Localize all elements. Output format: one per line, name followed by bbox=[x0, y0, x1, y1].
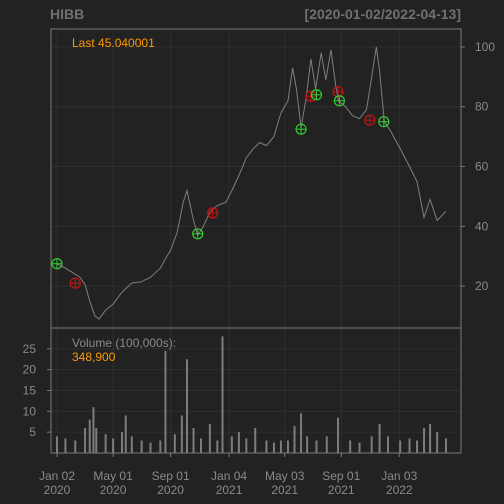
volume-bar bbox=[221, 336, 224, 453]
volume-bar bbox=[164, 350, 167, 453]
time-tick-label-year: 2020 bbox=[44, 483, 71, 497]
price-tick-label: 60 bbox=[475, 160, 489, 174]
volume-bar bbox=[124, 415, 127, 453]
time-tick-label-year: 2021 bbox=[328, 483, 355, 497]
volume-bar bbox=[237, 432, 240, 453]
last-price-label: Last 45.040001 bbox=[72, 36, 155, 50]
volume-axis: 5 10 15 20 25 bbox=[23, 342, 51, 439]
volume-title-label: Volume (100,000s): bbox=[72, 336, 176, 350]
volume-bar bbox=[286, 440, 289, 453]
volume-bar bbox=[88, 419, 91, 453]
sell-signal-marker bbox=[332, 86, 344, 98]
time-tick-label-year: 2022 bbox=[386, 483, 413, 497]
price-tick-label: 40 bbox=[475, 219, 489, 233]
time-tick-label-year: 2021 bbox=[271, 483, 298, 497]
volume-bar bbox=[92, 407, 95, 453]
buy-signal-marker bbox=[310, 89, 323, 101]
volume-bar bbox=[159, 440, 162, 453]
volume-bar bbox=[180, 415, 183, 453]
buy-signal-marker bbox=[51, 258, 63, 270]
volume-bar bbox=[112, 438, 115, 453]
volume-bar bbox=[272, 442, 275, 453]
price-gridlines bbox=[51, 46, 461, 287]
volume-bar bbox=[140, 440, 143, 453]
volume-bar bbox=[399, 440, 402, 453]
volume-bar bbox=[293, 425, 296, 453]
volume-bar bbox=[306, 436, 309, 453]
time-tick-label-date: Sep 01 bbox=[322, 469, 360, 483]
time-tick-label-date: May 03 bbox=[265, 469, 305, 483]
price-series-line bbox=[56, 46, 447, 320]
price-axis: 20 40 60 80 100 bbox=[461, 40, 495, 293]
volume-tick-label: 20 bbox=[23, 363, 37, 377]
volume-bar bbox=[358, 442, 361, 453]
sell-signal-marker bbox=[364, 114, 376, 126]
volume-bar bbox=[349, 440, 352, 453]
volume-bar bbox=[200, 438, 203, 453]
sell-signal-marker bbox=[69, 277, 81, 289]
volume-bar bbox=[325, 436, 328, 453]
volume-bar bbox=[192, 428, 195, 453]
volume-bar bbox=[423, 428, 426, 453]
time-gridlines bbox=[56, 29, 400, 453]
volume-bar bbox=[84, 428, 87, 453]
volume-bar bbox=[130, 436, 133, 453]
sell-signal-marker bbox=[207, 207, 219, 219]
price-tick-label: 20 bbox=[475, 279, 489, 293]
sell-signal-marker bbox=[305, 90, 317, 102]
volume-bar bbox=[370, 436, 373, 453]
volume-bar bbox=[149, 442, 152, 453]
volume-bar bbox=[104, 434, 107, 453]
volume-bar bbox=[378, 423, 381, 453]
volume-bar bbox=[315, 440, 318, 453]
volume-bar bbox=[245, 438, 248, 453]
buy-signal-marker bbox=[333, 95, 345, 107]
trade-signals bbox=[51, 86, 390, 289]
volume-bar bbox=[56, 436, 58, 453]
volume-bar bbox=[230, 436, 233, 453]
volume-bar bbox=[64, 438, 67, 453]
buy-signal-marker bbox=[295, 123, 307, 135]
volume-tick-label: 10 bbox=[23, 404, 37, 418]
time-tick-label-date: Jan 03 bbox=[381, 469, 417, 483]
volume-bar bbox=[408, 438, 411, 453]
volume-bar bbox=[300, 413, 303, 453]
volume-bar bbox=[254, 428, 257, 453]
volume-tick-label: 15 bbox=[23, 384, 37, 398]
volume-bar bbox=[265, 440, 268, 453]
volume-bar bbox=[279, 440, 282, 453]
time-tick-label-date: Jan 02 bbox=[39, 469, 75, 483]
time-tick-label-date: Jan 04 bbox=[211, 469, 247, 483]
time-tick-label-date: Sep 01 bbox=[152, 469, 190, 483]
chart-title-date-range: [2020-01-02/2022-04-13] bbox=[305, 6, 461, 22]
volume-tick-label: 25 bbox=[23, 342, 37, 356]
volume-bar bbox=[216, 440, 219, 453]
volume-bar bbox=[95, 428, 98, 453]
buy-signal-marker bbox=[378, 116, 390, 128]
volume-bar bbox=[387, 436, 390, 453]
price-tick-label: 100 bbox=[475, 40, 495, 54]
volume-bar bbox=[208, 423, 211, 453]
volume-tick-label: 5 bbox=[29, 425, 36, 439]
buy-signal-marker bbox=[192, 228, 204, 240]
time-tick-label-date: May 01 bbox=[93, 469, 133, 483]
volume-bar bbox=[120, 432, 123, 453]
volume-bar bbox=[173, 434, 176, 453]
volume-bar bbox=[336, 417, 339, 453]
time-tick-label-year: 2020 bbox=[100, 483, 127, 497]
volume-bar bbox=[429, 423, 432, 453]
volume-bar bbox=[185, 359, 188, 453]
volume-bar bbox=[416, 440, 419, 453]
price-tick-label: 80 bbox=[475, 100, 489, 114]
volume-bar bbox=[445, 438, 447, 453]
time-tick-label-year: 2021 bbox=[216, 483, 243, 497]
volume-bar bbox=[74, 440, 77, 453]
volume-bar bbox=[436, 432, 439, 453]
time-tick-label-year: 2020 bbox=[157, 483, 184, 497]
chart-title-symbol: HIBB bbox=[50, 6, 84, 22]
volume-last-label: 348,900 bbox=[72, 350, 116, 364]
volume-bars bbox=[56, 336, 447, 453]
